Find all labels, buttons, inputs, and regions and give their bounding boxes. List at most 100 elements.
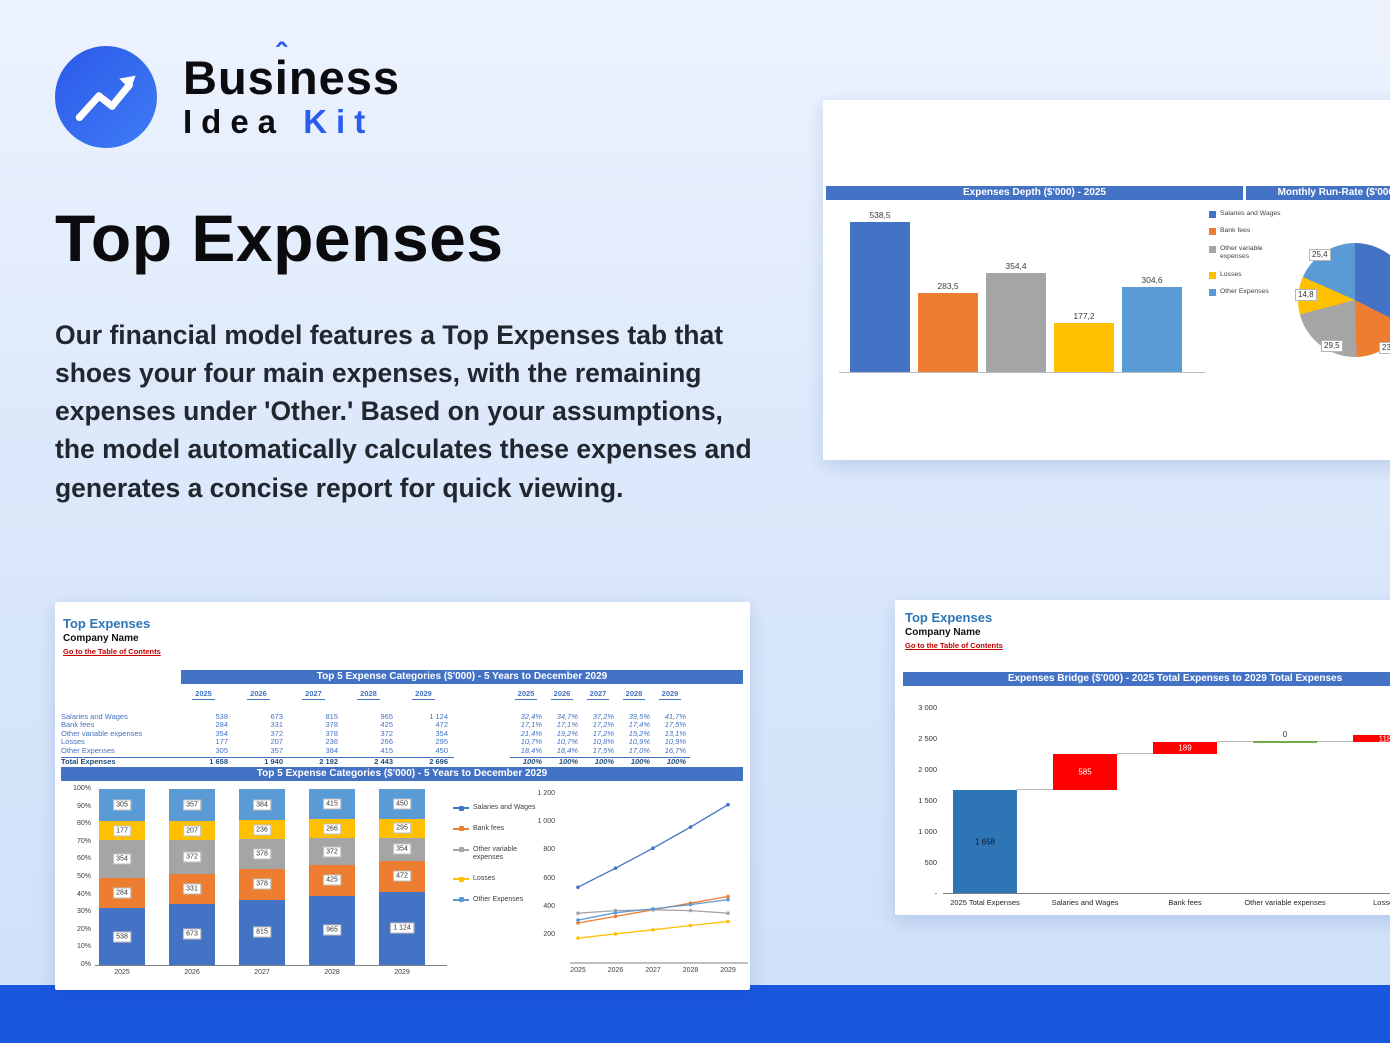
connector-line — [1117, 752, 1153, 754]
legend-label: Bank fees — [473, 824, 505, 832]
expenses-depth-bar-chart: 538,5 283,5 354,4 177,2 304,6 — [839, 206, 1205, 373]
table-cell: 384 — [325, 746, 338, 755]
brand-logo[interactable]: Busi ˆ ness Idea Kit — [55, 39, 400, 148]
table-cell: 354 — [435, 729, 448, 738]
line-chart: 1 200 1 000 800 600 400 200 2025 2026 2027 2028 20… — [523, 785, 753, 985]
legend-item: Other Expenses — [1209, 288, 1283, 297]
segment-value-label: 673 — [183, 928, 201, 940]
stack-segment: 354 — [99, 840, 145, 878]
table-cell: 34,7% — [556, 712, 578, 721]
bar-value-label: 283,5 — [937, 281, 959, 291]
table-cell: 100% — [510, 756, 546, 767]
table-cell: 2027 — [582, 690, 618, 700]
table-data-row: Other Expenses 305 357 384 415 450 18,4% 18,4% 1… — [61, 747, 743, 756]
legend-label: Other variable expenses — [1220, 244, 1263, 261]
legend-item: Salaries and Wages — [1209, 210, 1283, 218]
line-point — [651, 928, 655, 932]
stack-segment: 415 — [309, 789, 355, 819]
stack-segment: 384 — [239, 789, 285, 820]
segment-value-label: 415 — [323, 798, 341, 810]
table-cell: 37,2% — [592, 712, 614, 721]
x-axis-label: 2027 — [254, 969, 270, 976]
brand-kit: Kit — [303, 103, 375, 140]
y-axis-label: 70% — [76, 837, 91, 845]
x-axis-label: Salaries and Wages — [1051, 898, 1119, 907]
stack-segment: 538 — [99, 908, 145, 965]
segment-value-label: 354 — [113, 853, 131, 865]
table-cell: 19,2% — [556, 729, 578, 738]
table-cell: 17,2% — [592, 721, 614, 730]
bar-value-label: 0 — [1282, 730, 1288, 740]
zero-delta-marker — [1253, 741, 1317, 744]
page-description: Our financial model features a Top Expen… — [55, 320, 752, 503]
x-axis-label: 2029 — [720, 967, 736, 974]
legend-line-marker — [453, 826, 469, 832]
year-label: 2029 — [658, 690, 682, 700]
stack-segment: 357 — [169, 788, 215, 822]
table-cell: 10,9% — [628, 738, 650, 747]
table-cell: 41,7% — [664, 712, 686, 721]
segment-value-label: 284 — [113, 887, 131, 899]
depth-bar-2: 283,5 — [918, 281, 978, 372]
bar-chart-title: Expenses Depth ($'000) - 2025 — [826, 186, 1243, 200]
y-axis-label: 30% — [76, 908, 91, 916]
brand-wordmark: Busi ˆ ness Idea Kit — [183, 39, 400, 138]
table-cell: 538 — [215, 712, 228, 721]
line-point — [726, 911, 730, 915]
toc-link[interactable]: Go to the Table of Contents — [905, 641, 1003, 650]
table-cell: 450 — [435, 746, 448, 755]
stack-segment: 425 — [309, 864, 355, 896]
line-point — [688, 825, 693, 829]
table-cell — [454, 690, 510, 700]
stack-segment: 378 — [239, 869, 285, 900]
legend-label: Bank fees — [1220, 227, 1251, 235]
y-axis-label: 1 500 — [918, 796, 937, 805]
brand-text-part: Bus — [183, 51, 275, 104]
year-label: 2028 — [622, 690, 646, 700]
legend-marker-dot — [459, 876, 464, 882]
table-cell: 425 — [380, 721, 393, 730]
legend-item: Bank fees — [453, 825, 537, 834]
bar-value-label: 118 — [1378, 734, 1390, 744]
toc-link[interactable]: Go to the Table of Contents — [63, 647, 161, 656]
segment-value-label: 207 — [183, 825, 201, 837]
table-cell: 17,4% — [628, 721, 650, 730]
stacked-bar: 673 331 372 207 357 — [169, 788, 215, 965]
table-cell: 415 — [380, 746, 393, 755]
connector-line — [1217, 741, 1253, 743]
sheet-title: Top Expenses — [63, 616, 151, 631]
table-cell: 18,4% — [556, 746, 578, 755]
legend-marker-dot — [459, 826, 464, 832]
brand-name-line2: Idea Kit — [183, 105, 400, 138]
legend-label: Other Expenses — [473, 895, 524, 903]
table-cell: 331 — [270, 721, 283, 730]
bar-value-label: 189 — [1178, 743, 1192, 753]
table-cell: 236 — [325, 738, 338, 747]
connector-line — [1317, 741, 1353, 743]
segment-value-label: 378 — [253, 848, 271, 860]
y-axis-label: 20% — [76, 925, 91, 933]
legend-item: Other variable expenses — [453, 846, 537, 864]
legend-marker-dot — [459, 847, 464, 852]
pie-value-label: 25,4 — [1309, 249, 1331, 261]
legend-item: Losses — [453, 875, 537, 884]
y-axis-label: - — [934, 889, 938, 898]
table-cell: 378 — [325, 721, 338, 730]
stack-segment: 372 — [309, 838, 355, 865]
line-point — [613, 866, 618, 870]
line-point — [726, 802, 730, 807]
segment-value-label: 472 — [393, 870, 411, 882]
depth-chart-legend: Salaries and Wages Bank fees Other variabl… — [1209, 210, 1283, 306]
bar-value-label: 585 — [1078, 767, 1092, 777]
y-axis-label: 40% — [76, 890, 91, 898]
legend-line-marker — [453, 897, 469, 903]
table-cell: 2026 — [546, 690, 582, 700]
segment-value-label: 354 — [393, 843, 411, 855]
table-cell: 100% — [618, 756, 654, 767]
connector-line — [1017, 789, 1053, 791]
stacked-bar-chart: 538 284 354 177 305 673 331 372 207 357 815 378 378 2… — [63, 785, 453, 985]
line-point — [688, 902, 693, 907]
x-axis-label: 2028 — [682, 967, 699, 974]
line-point — [688, 923, 693, 928]
table-cell: Other Expenses — [61, 746, 115, 755]
